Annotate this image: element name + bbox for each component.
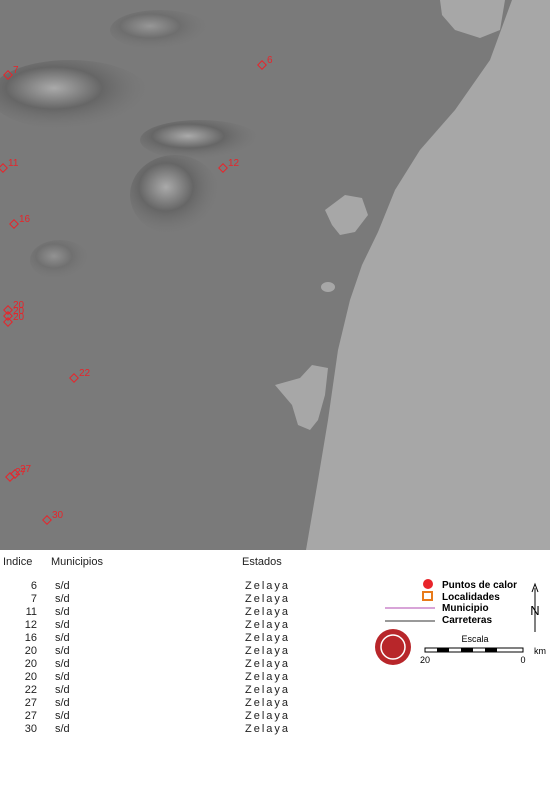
hotspot-label: 27	[20, 464, 32, 475]
table-cell: 12	[24, 619, 37, 631]
lagoon	[440, 0, 505, 38]
table-cell: Zelaya	[245, 684, 291, 696]
hotspot-symbol	[423, 579, 433, 589]
scale-bar	[437, 648, 449, 652]
hotspot-marker	[0, 163, 8, 173]
sea	[306, 0, 550, 550]
hotspot-label: 12	[228, 158, 240, 169]
north-arrow	[531, 582, 539, 632]
scale-bar	[485, 648, 497, 652]
table-cell: s/d	[55, 580, 70, 592]
table-cell: Zelaya	[245, 580, 291, 592]
table-cell: s/d	[55, 606, 70, 618]
relief	[0, 60, 150, 130]
scale-bar	[461, 648, 473, 652]
table-cell: 6	[30, 580, 37, 592]
table-cell: Zelaya	[245, 632, 291, 644]
hotspot-marker	[10, 469, 20, 479]
hotspot-label: 30	[52, 510, 64, 521]
hotspot-label: 27	[15, 467, 27, 478]
table-cell: s/d	[55, 645, 70, 657]
table-header: Estados	[242, 556, 282, 568]
table-cell: s/d	[55, 723, 70, 735]
table-cell: Zelaya	[245, 619, 291, 631]
scale-label: 0	[520, 655, 525, 665]
table-cell: 11	[25, 606, 37, 618]
locality-symbol	[422, 591, 433, 601]
table-cell: s/d	[55, 619, 70, 631]
hotspot-marker	[3, 311, 13, 321]
table-cell: Zelaya	[245, 723, 291, 735]
north-label: N	[530, 603, 539, 618]
scale-label: 20	[420, 655, 430, 665]
relief	[140, 120, 260, 160]
lagoon	[275, 365, 328, 430]
hotspot-label: 6	[267, 55, 273, 66]
logo	[380, 634, 406, 660]
hotspot-label: 7	[13, 65, 19, 76]
hotspot-label: 20	[13, 300, 25, 311]
table-cell: Zelaya	[245, 593, 291, 605]
table-cell: 20	[24, 645, 37, 657]
legend-label: Localidades	[442, 592, 500, 603]
hotspot-marker	[9, 219, 19, 229]
lagoon	[321, 282, 335, 292]
legend-label: Municipio	[442, 603, 489, 614]
hotspot-label: 11	[8, 158, 19, 169]
table-cell: Zelaya	[245, 671, 291, 683]
table-cell: 27	[24, 697, 37, 709]
table-cell: Zelaya	[245, 697, 291, 709]
legend: Puntos de calor Localidades Municipio Ca…	[375, 579, 546, 665]
table: Indice Municipios Estados 6 s/d Zelaya 7 s/d Zel…	[0, 550, 360, 750]
hotspot-marker	[218, 163, 228, 173]
table-cell: s/d	[55, 658, 70, 670]
table-cell: 7	[30, 593, 37, 605]
scale-title: Escala	[461, 634, 488, 644]
legend-label: Carreteras	[442, 615, 492, 626]
relief	[130, 155, 220, 235]
hotspot-marker	[3, 70, 13, 80]
table-cell: s/d	[55, 697, 70, 709]
hotspot-label: 20	[13, 306, 25, 317]
hotspot-marker	[257, 60, 267, 70]
table-cell: 27	[24, 710, 37, 722]
lagoon	[325, 195, 368, 235]
table-cell: 20	[24, 671, 37, 683]
table-cell: s/d	[55, 632, 70, 644]
hotspot-marker	[3, 305, 13, 315]
hotspot-label: 20	[13, 312, 25, 323]
table-cell: s/d	[55, 671, 70, 683]
relief	[110, 10, 210, 50]
scale-unit: km	[534, 646, 546, 656]
table-cell: Zelaya	[245, 606, 291, 618]
table-cell: Zelaya	[245, 710, 291, 722]
hotspot-marker	[42, 515, 52, 525]
table-cell: Zelaya	[245, 658, 291, 670]
table-cell: s/d	[55, 710, 70, 722]
table-header: Municipios	[51, 556, 103, 568]
table-cell: 30	[24, 723, 37, 735]
scale-bar	[424, 647, 524, 653]
table-cell: 20	[24, 658, 37, 670]
legend-label: Puntos de calor	[442, 580, 517, 591]
table-cell: s/d	[55, 684, 70, 696]
table-header: Indice	[3, 556, 33, 568]
hotspot-label: 16	[19, 214, 31, 225]
relief	[30, 240, 90, 280]
table-cell: s/d	[55, 593, 70, 605]
hotspot-marker	[3, 317, 13, 327]
table-cell: Zelaya	[245, 645, 291, 657]
hotspot-marker	[69, 373, 79, 383]
table-cell: 16	[24, 632, 37, 644]
table-cell: 22	[24, 684, 37, 696]
hotspot-label: 22	[79, 368, 91, 379]
